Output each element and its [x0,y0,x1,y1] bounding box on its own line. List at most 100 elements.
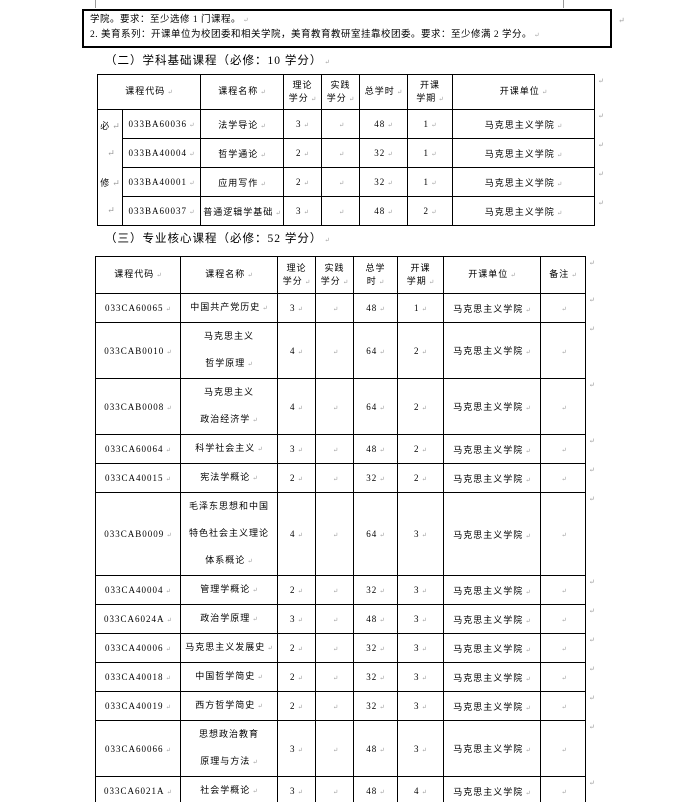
table-cell: 3 ↵ [283,109,322,139]
column-header: 开课单位 ↵ [443,256,541,294]
formatting-mark: ↵ [378,278,385,286]
formatting-mark: ↵ [421,306,427,313]
formatting-mark: ↵ [598,141,604,149]
paragraph-mark: ↵ [534,32,540,39]
table-cell: 32 ↵ [353,575,398,605]
margin-tick [95,0,96,8]
table-cell: 3 ↵ [397,575,444,605]
formatting-mark: ↵ [525,306,531,314]
formatting-mark: ↵ [303,180,309,187]
table-cell: ↵ [321,109,360,139]
table-cell: 32 ↵ [353,691,398,721]
table-cell: 1 ↵ [407,109,453,139]
formatting-mark: ↵ [332,746,339,754]
table-cell: 48 ↵ [353,434,398,464]
table-cell: ↵ [315,293,354,323]
table-cell: 3 ↵ [397,492,444,576]
formatting-mark: ↵ [379,306,385,313]
formatting-mark: ↵ [379,532,385,539]
table-cell: ↵ [315,691,354,721]
formatting-mark: ↵ [561,404,567,412]
table-cell: ↵ [315,463,354,493]
table-cell: 马克思主义学院 ↵ [443,776,541,802]
formatting-mark: ↵ [561,306,567,313]
table-row: 033BA40004 ↵ 哲学通论 ↵ 2 ↵ ↵ 32 ↵ 1 ↵ 马克思主义学院 ↵ [98,138,595,168]
course-code-cell: 033CAB0008 ↵ [95,378,181,435]
formatting-mark: ↵ [165,588,171,595]
column-header: 开课 学期 ↵ [407,74,453,110]
formatting-mark: ↵ [556,122,563,130]
table-cell: 2 ↵ [277,691,316,721]
table-row: 033CA6024A ↵ 政治学原理 ↵ 3 ↵ ↵ 48 ↵ 3 ↵ 马克思主义学院 ↵ ↵ [95,604,586,634]
course-name-cell: 普通逻辑学基础 ↵ [200,196,284,226]
table-cell: 48 ↵ [353,293,398,323]
table-cell: 马克思主义学院 ↵ [452,196,595,226]
table-cell: 3 ↵ [397,662,444,692]
formatting-mark: ↵ [556,180,563,188]
formatting-mark: ↵ [589,495,595,503]
table-cell: 马克思主义学院 ↵ [443,575,541,605]
formatting-mark: ↵ [252,759,258,766]
formatting-mark: ↵ [589,607,595,615]
column-header: 总学 时 ↵ [353,256,398,294]
formatting-mark: ↵ [561,746,567,754]
required-label-char: 必 ↵ [100,120,120,131]
table-cell: 3 ↵ [283,196,322,226]
course-name-cell: 哲学通论 ↵ [200,138,284,168]
formatting-mark: ↵ [589,636,595,644]
table-cell: 4 ↵ [277,378,316,435]
section-heading: （二）学科基础课程（必修：10 学分） ↵ [105,55,330,67]
note-line: 学院。要求：至少选修 1 门课程。 ↵ [90,15,249,25]
formatting-mark: ↵ [589,466,595,474]
course-code-cell: 033CAB0009 ↵ [95,492,181,576]
table-row: 033CA40018 ↵ 中国哲学简史 ↵ 2 ↵ ↵ 32 ↵ 3 ↵ 马克思主义学院 ↵ ↵ [95,662,586,692]
table-header-row: 课程代码 ↵ 课程名称 ↵ 理论 学分 ↵ 实践 学分 ↵ 总学 时 ↵ 开课 学期 ↵ 开课单位 ↵ 备注… [95,256,586,294]
formatting-mark: ↵ [428,278,435,286]
course-code-cell: 033CA40019 ↵ [95,691,181,721]
formatting-mark: ↵ [252,417,258,424]
formatting-mark: ↵ [166,617,172,624]
required-label-char: ↵ [105,148,115,159]
formatting-mark: ↵ [589,779,595,787]
formatting-mark: ↵ [297,646,303,653]
course-name-cell: 毛泽东思想和中国 特色社会主义理论 体系概论 ↵ [180,492,278,576]
table-row: 033CA60065 ↵ 中国共产党历史 ↵ 3 ↵ ↵ 48 ↵ 1 ↵ 马克思主义学院 ↵ ↵ [95,293,586,323]
column-header: 实践 学分 ↵ [321,74,360,110]
table-cell: 3 ↵ [397,691,444,721]
formatting-mark: ↵ [252,475,258,482]
course-code-cell: 033CA60064 ↵ [95,434,181,464]
formatting-mark: ↵ [297,476,303,483]
formatting-mark: ↵ [332,704,339,711]
note-line: 2. 美育系列：开课单位为校团委和相关学院，美育教育教研室挂靠校团委。要求：至少… [90,30,540,40]
formatting-mark: ↵ [332,588,339,595]
course-code-cell: 033CAB0010 ↵ [95,322,181,379]
table-cell: ↵ [315,492,354,576]
formatting-mark: ↵ [525,704,531,712]
formatting-mark: ↵ [525,476,531,484]
formatting-mark: ↵ [332,404,339,412]
table-cell: ↵ [315,662,354,692]
formatting-mark: ↵ [165,476,171,483]
formatting-mark: ↵ [247,272,253,279]
table-cell: ↵ [540,293,586,323]
formatting-mark: ↵ [561,348,567,356]
table-cell: ↵ [540,322,586,379]
table-cell: 4 ↵ [397,776,444,802]
formatting-mark: ↵ [598,199,604,207]
formatting-mark: ↵ [297,404,303,412]
table-cell: ↵ [540,378,586,435]
formatting-mark: ↵ [421,588,427,595]
table-cell: ↵ [315,378,354,435]
formatting-mark: ↵ [379,476,385,483]
formatting-mark: ↵ [165,447,171,454]
required-label-cell: 必 ↵ ↵ 修 ↵ ↵ [97,109,123,226]
table-cell: ↵ [315,434,354,464]
formatting-mark: ↵ [304,278,311,286]
table-cell: ↵ [540,463,586,493]
formatting-mark: ↵ [589,723,595,731]
course-code-cell: 033CA40018 ↵ [95,662,181,692]
table-cell: 48 ↵ [359,196,408,226]
table-cell: 1 ↵ [407,138,453,168]
table-cell: 4 ↵ [277,492,316,576]
formatting-mark: ↵ [262,305,268,312]
